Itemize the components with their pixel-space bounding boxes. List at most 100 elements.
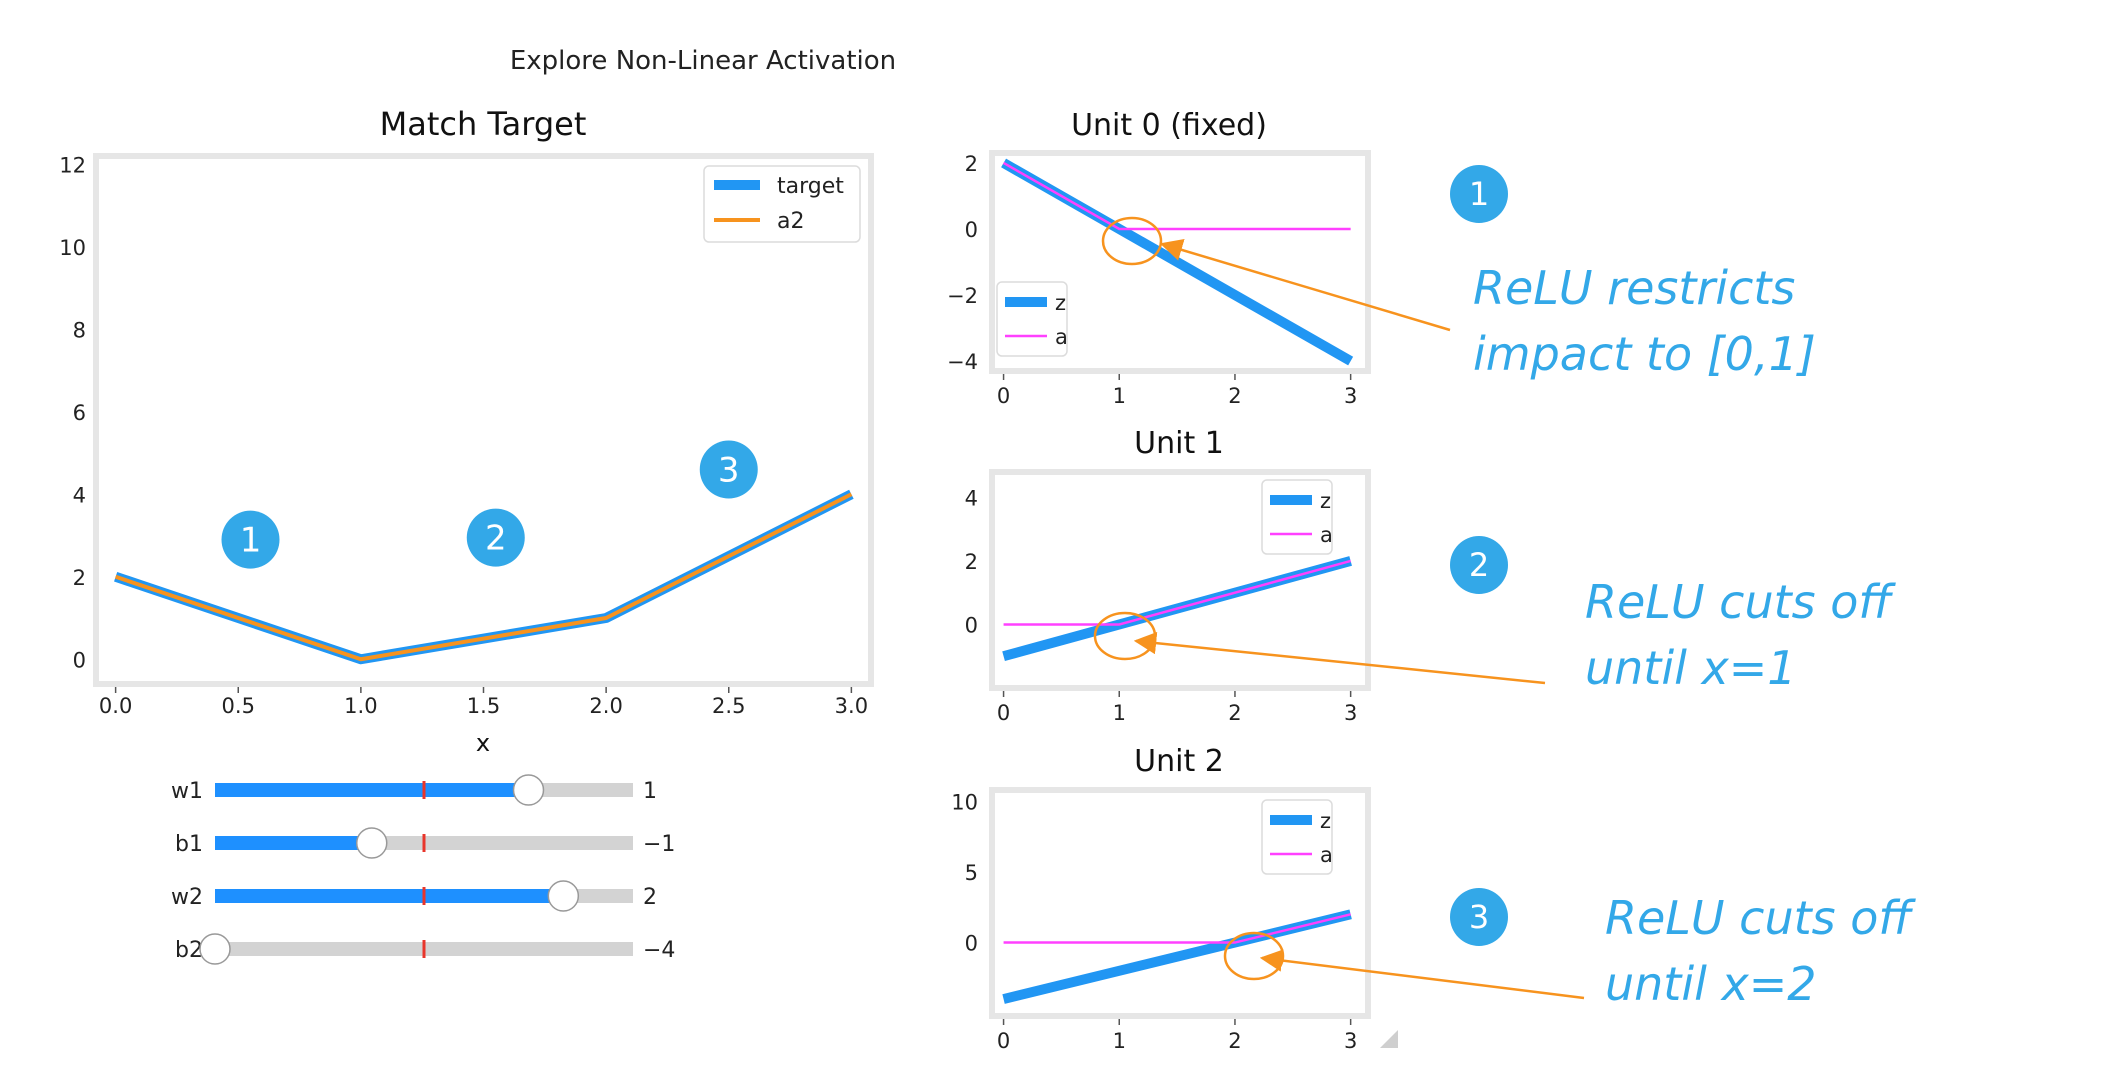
slider-b2[interactable]: b2 −4 [175, 933, 675, 965]
unit1-chart: Unit 1 0 1 2 3 4 2 0 za [965, 426, 1371, 725]
unit2-ytick-label: 0 [965, 932, 978, 956]
unit1-xtick-label: 2 [1228, 701, 1241, 725]
main-xtick-label: 1.5 [467, 694, 500, 718]
slider-b1-value: −1 [643, 832, 675, 857]
unit0-ytick-label: 2 [965, 152, 978, 176]
slider-w2-label: w2 [171, 885, 203, 910]
unit2-xtick-label: 3 [1344, 1029, 1357, 1053]
main-xtick-label: 2.0 [589, 694, 622, 718]
main-xtick-label: 1.0 [344, 694, 377, 718]
main-xtick-label: 0.0 [99, 694, 132, 718]
slider-b1-label: b1 [175, 832, 203, 857]
unit0-xtick-label: 3 [1344, 384, 1357, 408]
unit2-series-a-line [1003, 913, 1351, 944]
main-xaxis-label: x [476, 729, 490, 757]
unit0-ytick-label: −2 [947, 284, 978, 308]
unit2-chart: Unit 2 0 1 2 3 10 5 0 za [951, 744, 1371, 1053]
slider-b2-value: −4 [643, 938, 675, 963]
unit2-legend-label-z: z [1320, 809, 1331, 833]
annotation-3: 3 ReLU cuts off until x=2 [1223, 888, 1916, 1011]
main-xtick-label: 3.0 [835, 694, 868, 718]
slider-b2-label: b2 [175, 938, 203, 963]
main-ytick-label: 4 [73, 483, 86, 507]
unit0-legend-label-z: z [1055, 291, 1066, 315]
slider-w2-handle[interactable] [547, 880, 580, 912]
unit2-legend-label-a: a [1320, 843, 1333, 867]
unit1-ytick-label: 2 [965, 550, 978, 574]
slider-b2-handle[interactable] [199, 933, 231, 965]
unit2-xtick-label: 2 [1228, 1029, 1241, 1053]
region-badge-2 [466, 508, 525, 567]
unit1-series-a-line [1003, 559, 1351, 626]
unit1-ytick-label: 4 [965, 486, 978, 510]
unit0-ytick-label: 0 [965, 218, 978, 242]
unit1-xtick-label: 3 [1344, 701, 1357, 725]
unit0-xtick-label: 0 [997, 384, 1010, 408]
legend-label-target: target [777, 174, 844, 199]
annotation-3-circle [1223, 931, 1285, 981]
annotation-badge-1 [1450, 165, 1508, 223]
annotation-badge-2-label: 2 [1469, 546, 1489, 584]
main-ytick-label: 12 [59, 153, 86, 177]
unit1-xtick-label: 0 [997, 701, 1010, 725]
annotation-3-arrow [1259, 949, 1585, 1000]
main-xtick-label: 0.5 [222, 694, 255, 718]
unit2-xtick-label: 1 [1113, 1029, 1126, 1053]
region-badge-1 [221, 510, 280, 569]
annotation-badge-1-label: 1 [1469, 175, 1489, 213]
annotation-2-line-2: until x=1 [1585, 641, 1797, 695]
annotation-2-line-1: ReLU cuts off [1585, 575, 1896, 629]
legend-label-a2: a2 [777, 209, 804, 234]
slider-w1-label: w1 [171, 779, 203, 804]
slider-w1[interactable]: w1 1 [171, 774, 657, 806]
slider-b1-handle[interactable] [356, 827, 388, 859]
series-a2-line [114, 492, 853, 662]
annotation-badge-2 [1450, 536, 1508, 594]
annotation-2-circle [1093, 611, 1157, 661]
annotation-badge-3-label: 3 [1469, 898, 1489, 936]
region-badge-label-2: 2 [485, 519, 507, 559]
unit2-title: Unit 2 [1134, 744, 1224, 779]
region-badge-label-3: 3 [718, 451, 740, 491]
unit1-xtick-label: 1 [1113, 701, 1126, 725]
main-ytick-label: 10 [59, 236, 86, 260]
slider-w1-value: 1 [643, 779, 657, 804]
slider-w1-handle[interactable] [512, 774, 545, 806]
annotation-1-line-2: impact to [0,1] [1473, 327, 1816, 381]
region-badge-label-1: 1 [240, 521, 262, 561]
unit1-title: Unit 1 [1134, 426, 1224, 461]
unit0-xtick-label: 1 [1113, 384, 1126, 408]
unit2-xtick-label: 0 [997, 1029, 1010, 1053]
main-ytick-label: 8 [73, 318, 86, 342]
annotation-3-line-1: ReLU cuts off [1605, 891, 1916, 945]
annotation-2: 2 ReLU cuts off until x=1 [1093, 536, 1896, 695]
resize-grip-icon[interactable] [1380, 1030, 1398, 1048]
annotation-1: 1 ReLU restricts impact to [0,1] [1101, 165, 1816, 381]
unit2-ytick-label: 5 [965, 861, 978, 885]
slider-w2-value: 2 [643, 885, 657, 910]
main-legend: target a2 [703, 165, 861, 243]
main-xtick-label: 2.5 [712, 694, 745, 718]
main-chart-title: Match Target [380, 105, 587, 143]
slider-w2[interactable]: w2 2 [171, 880, 657, 912]
annotation-2-arrow [1133, 631, 1546, 685]
annotation-3-line-2: until x=2 [1605, 957, 1817, 1011]
unit0-legend-label-a: a [1055, 325, 1068, 349]
unit1-legend-label-a: a [1320, 523, 1333, 547]
unit1-ytick-label: 0 [965, 613, 978, 637]
annotation-badge-3 [1450, 888, 1508, 946]
unit0-ytick-label: −4 [947, 350, 978, 374]
annotation-1-line-1: ReLU restricts [1473, 261, 1795, 315]
figure-title: Explore Non-Linear Activation [510, 46, 896, 76]
unit0-chart: Unit 0 (fixed) 0 1 2 3 2 0 −2 −4 za [947, 108, 1371, 408]
unit2-ytick-label: 10 [951, 790, 978, 814]
slider-b1[interactable]: b1 −1 [175, 827, 675, 859]
main-chart: Match Target 0.0 0.5 1.0 1.5 2.0 2.5 3.0 0 2 4 6 8… [59, 105, 874, 757]
unit0-title: Unit 0 (fixed) [1071, 108, 1267, 143]
annotation-1-arrow [1159, 239, 1451, 332]
main-ytick-label: 0 [73, 648, 86, 672]
main-ytick-label: 6 [73, 401, 86, 425]
slider-b1-fill [215, 836, 372, 850]
region-badge-3 [699, 440, 758, 499]
